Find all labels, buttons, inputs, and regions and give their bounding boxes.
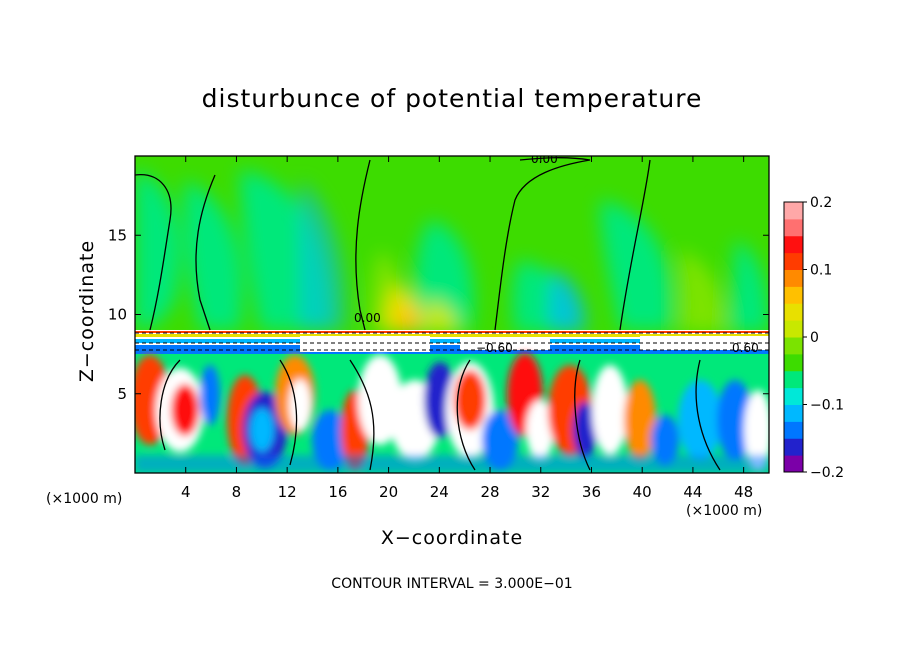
x-tick-label: 4: [181, 483, 191, 501]
plot-area: 0.00 0.00 −0.60 0.60: [135, 152, 769, 473]
contour-lines-dashed: [135, 332, 769, 351]
colorbar-swatch: [784, 370, 803, 389]
x-tick-label: 48: [734, 483, 753, 501]
colorbar-swatch: [784, 337, 803, 355]
contour-lines: [135, 157, 721, 471]
colorbar-tick-label: 0: [810, 330, 819, 346]
x-tick-label: 16: [328, 483, 347, 501]
y-axis-label: Z−coordinate: [76, 239, 98, 383]
contour-label-group: 0.00 0.00 −0.60 0.60: [354, 152, 759, 355]
y-tick-label: 10: [108, 306, 127, 324]
colorbar-swatch: [784, 269, 803, 287]
x-tick-label: 32: [531, 483, 550, 501]
colorbar-tick-label: −0.2: [810, 465, 844, 481]
colorbar-swatch: [784, 286, 803, 304]
colorbar-frame: [783, 201, 804, 473]
contour-label: 0.00: [531, 152, 558, 166]
x-axis-unit: (×1000 m): [686, 503, 763, 519]
colorbar-tick-label: −0.1: [810, 398, 844, 414]
colorbar-swatch: [784, 353, 803, 372]
x-tick-label: 20: [379, 483, 398, 501]
x-tick-label: 24: [430, 483, 449, 501]
colorbar-swatch: [784, 218, 803, 237]
chart-title: disturbunce of potential temperature: [201, 84, 703, 113]
colorbar-swatch: [784, 455, 803, 473]
contour-label: −0.60: [476, 341, 513, 355]
colorbar-tick-label: 0.2: [810, 195, 832, 211]
colorbar-swatch: [784, 303, 803, 321]
contour-interval-note: CONTOUR INTERVAL = 3.000E−01: [331, 576, 573, 592]
x-axis: 4 8 12 16 20 24 28 32 36 40 44 48: [181, 156, 753, 501]
colorbar-swatch: [784, 320, 803, 338]
colorbar-swatch: [784, 252, 803, 270]
lower-domain-eddies: [135, 353, 769, 473]
y-tick-label: 15: [108, 226, 127, 244]
x-tick-label: 8: [232, 483, 242, 501]
contour-label: 0.00: [354, 311, 381, 325]
colorbar-swatch: [784, 202, 803, 220]
colorbar-tick-label: 0.1: [810, 263, 832, 279]
colorbar: 0.2 0.1 0 −0.1 −0.2: [784, 195, 844, 481]
x-tick-label: 12: [278, 483, 297, 501]
y-axis-unit: (×1000 m): [46, 491, 123, 507]
colorbar-swatch: [784, 438, 803, 456]
x-tick-label: 36: [582, 483, 601, 501]
colorbar-swatch: [784, 421, 803, 439]
x-axis-label: X−coordinate: [380, 527, 524, 549]
colorbar-swatch: [784, 235, 803, 254]
x-tick-label: 28: [480, 483, 499, 501]
y-axis: 5 10 15: [108, 226, 769, 403]
contour-label: 0.60: [732, 341, 759, 355]
x-tick-label: 40: [633, 483, 652, 501]
colorbar-swatch: [784, 404, 803, 422]
colorbar-swatch: [784, 387, 803, 405]
x-tick-label: 44: [683, 483, 702, 501]
y-tick-label: 5: [117, 385, 127, 403]
